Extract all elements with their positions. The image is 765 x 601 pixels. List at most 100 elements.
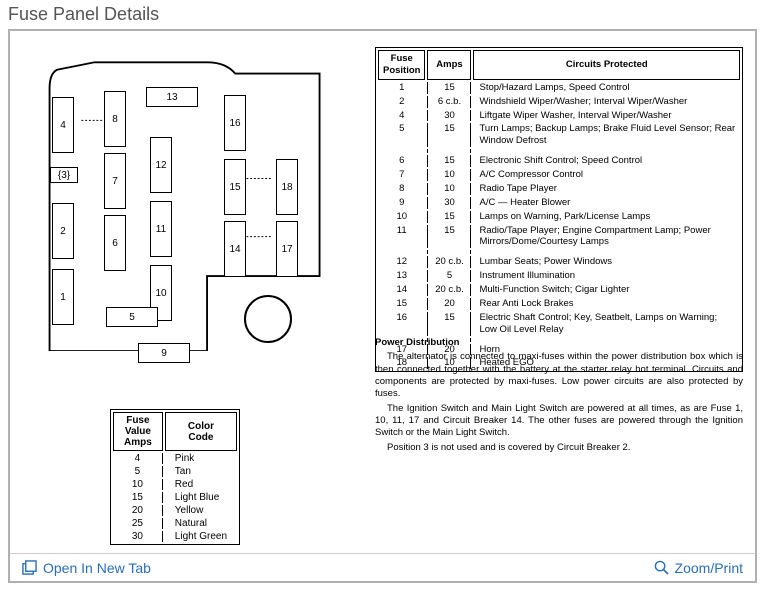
table-row: 20Yellow — [113, 505, 237, 516]
cell-desc: Multi-Function Switch; Cigar Lighter — [473, 284, 740, 296]
cell-desc: Rear Anti Lock Brakes — [473, 298, 740, 310]
pd-paragraph: Position 3 is not used and is covered by… — [375, 442, 743, 454]
cell-fuse-value: 5 — [113, 466, 163, 477]
cell-desc: Stop/Hazard Lamps, Speed Control — [473, 82, 740, 94]
fuse-slot-15: 15 — [224, 159, 246, 215]
power-distribution-title: Power Distribution — [375, 337, 743, 349]
fuse-slot-4: 4 — [52, 97, 74, 153]
cell-pos: 15 — [378, 298, 425, 310]
cell-desc: Lamps on Warning, Park/License Lamps — [473, 211, 740, 223]
cell-amps: 30 — [427, 197, 471, 209]
cell-desc: Electronic Shift Control; Speed Control — [473, 155, 740, 167]
cell-fuse-value: 25 — [113, 518, 163, 529]
new-tab-icon — [22, 560, 37, 575]
footer-bar: Open In New Tab Zoom/Print — [10, 553, 755, 581]
cell-amps: 15 — [427, 155, 471, 167]
cell-pos: 10 — [378, 211, 425, 223]
cell-color: Yellow — [165, 505, 237, 516]
fuse-slot-3: {3} — [50, 167, 78, 183]
cell-amps: 30 — [427, 110, 471, 122]
fuse-box-circle — [244, 295, 292, 343]
cell-color: Natural — [165, 518, 237, 529]
zoom-print-link[interactable]: Zoom/Print — [654, 560, 743, 576]
cell-color: Tan — [165, 466, 237, 477]
table-row: 26 c.b.Windshield Wiper/Washer; Interval… — [378, 96, 740, 108]
cell-pos: 13 — [378, 270, 425, 282]
col-fuse-value: FuseValueAmps — [113, 412, 163, 451]
circuits-table: Fuse Position Amps Circuits Protected 11… — [375, 47, 743, 372]
cell-desc: A/C Compressor Control — [473, 169, 740, 181]
table-row: 615Electronic Shift Control; Speed Contr… — [378, 155, 740, 167]
cell-amps: 15 — [427, 123, 471, 147]
cell-color: Red — [165, 479, 237, 490]
cell-pos: 12 — [378, 256, 425, 268]
table-row: 515Turn Lamps; Backup Lamps; Brake Fluid… — [378, 123, 740, 147]
fuse-slot-1: 1 — [52, 269, 74, 325]
table-row: 930A/C — Heater Blower — [378, 197, 740, 209]
cell-desc: Windshield Wiper/Washer; Interval Wiper/… — [473, 96, 740, 108]
cell-pos: 11 — [378, 225, 425, 249]
col-circuits-protected: Circuits Protected — [473, 50, 740, 80]
col-color-code: ColorCode — [165, 412, 237, 451]
fuse-box-diagram: 48131612{3}715181121417610159 — [28, 51, 358, 371]
cell-desc: Radio Tape Player — [473, 183, 740, 195]
power-distribution-block: Power Distribution The alternator is con… — [375, 337, 743, 456]
cell-amps: 20 — [427, 298, 471, 310]
table-row: 5Tan — [113, 466, 237, 477]
cell-fuse-value: 20 — [113, 505, 163, 516]
cell-amps: 6 c.b. — [427, 96, 471, 108]
table-row: 1220 c.b.Lumbar Seats; Power Windows — [378, 256, 740, 268]
table-row: 430Liftgate Wiper Washer, Interval Wiper… — [378, 110, 740, 122]
cell-pos: 5 — [378, 123, 425, 147]
col-amps: Amps — [427, 50, 471, 80]
table-row: 810Radio Tape Player — [378, 183, 740, 195]
content-area: 48131612{3}715181121417610159 Fuse Posit… — [10, 31, 755, 556]
fuse-slot-16: 16 — [224, 95, 246, 151]
table-row: 1520Rear Anti Lock Brakes — [378, 298, 740, 310]
fuse-slot-13: 13 — [146, 87, 198, 107]
cell-pos: 8 — [378, 183, 425, 195]
cell-pos: 1 — [378, 82, 425, 94]
cell-desc: Liftgate Wiper Washer, Interval Wiper/Wa… — [473, 110, 740, 122]
col-fuse-position: Fuse Position — [378, 50, 425, 80]
fuse-slot-12: 12 — [150, 137, 172, 193]
fuse-slot-8: 8 — [104, 91, 126, 147]
fuse-slot-11: 11 — [150, 201, 172, 257]
cell-desc: Lumbar Seats; Power Windows — [473, 256, 740, 268]
cell-amps: 15 — [427, 312, 471, 336]
color-code-table: FuseValueAmps ColorCode 4Pink5Tan10Red15… — [110, 409, 240, 545]
table-row: 15Light Blue — [113, 492, 237, 503]
cell-pos: 7 — [378, 169, 425, 181]
cell-pos: 14 — [378, 284, 425, 296]
cell-desc: Instrument Illumination — [473, 270, 740, 282]
cell-amps: 15 — [427, 82, 471, 94]
pd-paragraph: The Ignition Switch and Main Light Switc… — [375, 403, 743, 440]
cell-desc: A/C — Heater Blower — [473, 197, 740, 209]
cell-pos: 9 — [378, 197, 425, 209]
cell-amps: 15 — [427, 225, 471, 249]
table-row: 1420 c.b.Multi-Function Switch; Cigar Li… — [378, 284, 740, 296]
cell-color: Light Green — [165, 531, 237, 542]
table-row: 1115Radio/Tape Player; Engine Compartmen… — [378, 225, 740, 249]
panel-frame: 48131612{3}715181121417610159 Fuse Posit… — [8, 29, 757, 583]
cell-amps: 15 — [427, 211, 471, 223]
cell-amps: 5 — [427, 270, 471, 282]
page-title: Fuse Panel Details — [0, 0, 765, 29]
cell-color: Light Blue — [165, 492, 237, 503]
fuse-slot-9: 9 — [138, 343, 190, 363]
cell-pos: 4 — [378, 110, 425, 122]
cell-color: Pink — [165, 453, 237, 464]
table-row: 4Pink — [113, 453, 237, 464]
fuse-slot-6: 6 — [104, 215, 126, 271]
fuse-slot-7: 7 — [104, 153, 126, 209]
open-new-tab-link[interactable]: Open In New Tab — [22, 560, 151, 576]
zoom-icon — [654, 560, 669, 575]
fuse-slot-14: 14 — [224, 221, 246, 277]
table-row: 115Stop/Hazard Lamps, Speed Control — [378, 82, 740, 94]
fuse-slot-5: 5 — [106, 307, 158, 327]
cell-pos: 2 — [378, 96, 425, 108]
cell-amps: 20 c.b. — [427, 284, 471, 296]
cell-fuse-value: 10 — [113, 479, 163, 490]
cell-amps: 10 — [427, 169, 471, 181]
cell-pos: 6 — [378, 155, 425, 167]
